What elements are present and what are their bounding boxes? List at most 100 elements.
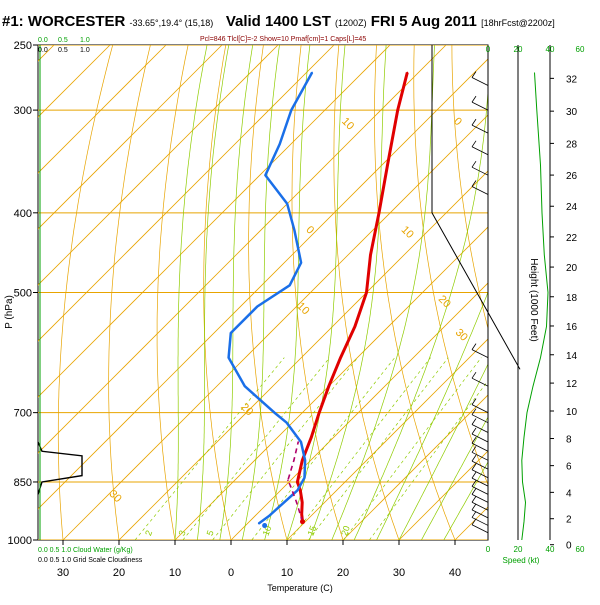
- dewpoint-point: [286, 203, 288, 205]
- surface-temperature-marker: [300, 519, 305, 524]
- wind-speed-bottom-label: 40: [546, 545, 555, 554]
- height-tick-label: 4: [566, 488, 572, 499]
- height-tick-label: 24: [566, 202, 578, 213]
- dewpoint-point: [294, 229, 296, 231]
- dry-adiabat-line: [490, 45, 600, 540]
- dewpoint-point: [290, 109, 292, 111]
- wind-speed-top-label: 0: [486, 45, 491, 54]
- station-coords: -33.65°,19.4° (15,18): [130, 18, 214, 28]
- temperature-point: [397, 109, 399, 111]
- height-tick-label: 8: [566, 435, 572, 446]
- x-axis-label: Temperature (C): [267, 583, 333, 593]
- isotherm-line: [511, 45, 600, 540]
- dewpoint-point: [228, 357, 230, 359]
- dewpoint-point: [274, 412, 276, 414]
- temperature-tick-label: 10: [281, 567, 293, 579]
- forecast-hour: [18hrFcst@2200z]: [481, 18, 555, 28]
- temperature-point: [300, 489, 302, 491]
- temperature-point: [301, 502, 303, 504]
- temperature-point: [328, 385, 330, 387]
- pressure-tick-label: 300: [14, 105, 32, 117]
- dewpoint-point: [265, 174, 267, 176]
- height-tick-label: 0: [566, 541, 572, 552]
- height-tick-label: 28: [566, 139, 578, 150]
- temperature-point: [370, 254, 372, 256]
- temperature-point: [354, 326, 356, 328]
- temperature-tick-label: 0: [228, 567, 234, 579]
- pressure-tick-label: 850: [14, 477, 32, 489]
- dewpoint-point: [244, 385, 246, 387]
- height-tick-label: 22: [566, 233, 578, 244]
- height-tick-label: 26: [566, 171, 578, 182]
- pressure-tick-label: 500: [14, 288, 32, 300]
- temperature-tick-label: 10: [169, 567, 181, 579]
- dewpoint-point: [300, 441, 302, 443]
- utc-time: (1200Z): [335, 18, 367, 28]
- wind-speed-top-label: 40: [546, 45, 555, 54]
- dewpoint-point: [256, 306, 258, 308]
- height-tick-label: 2: [566, 515, 572, 526]
- wind-speed-bottom-label: 60: [576, 545, 585, 554]
- temperature-tick-label: 30: [393, 567, 405, 579]
- surface-dewpoint-marker: [262, 523, 267, 528]
- temperature-point: [301, 460, 303, 462]
- speed-axis-label: Speed (kt): [503, 556, 540, 565]
- dewpoint-point: [279, 143, 281, 145]
- y-axis-label: P (hPa): [4, 295, 15, 329]
- height-tick-label: 10: [566, 407, 578, 418]
- chart-title: #1: WORCESTER -33.65°,19.4° (15,18) Vali…: [2, 13, 555, 30]
- wind-speed-top-label: 20: [514, 45, 523, 54]
- dewpoint-point: [289, 284, 291, 286]
- temperature-point: [340, 357, 342, 359]
- dewpoint-point: [297, 489, 299, 491]
- parcel-point: [296, 502, 298, 504]
- parcel-point: [287, 479, 289, 481]
- dewpoint-point: [300, 262, 302, 264]
- cloud-scale-label: 0.5: [58, 47, 68, 54]
- wind-speed-bottom-label: 20: [514, 545, 523, 554]
- dewpoint-point: [258, 523, 260, 525]
- height-tick-label: 18: [566, 293, 578, 304]
- temperature-tick-label: 20: [113, 567, 125, 579]
- temperature-point: [301, 513, 303, 515]
- height-tick-label: 20: [566, 263, 578, 274]
- stability-indices: Pcl=846 Tlcl[C]=-2 Show=10 Pmaf[cm]=1 Ca…: [200, 36, 366, 43]
- temperature-point: [387, 164, 389, 166]
- cloud-water-scale-label: 0.0: [38, 37, 48, 44]
- height-tick-label: 6: [566, 462, 572, 473]
- dewpoint-point: [304, 460, 306, 462]
- cloud-water-scale-label: 1.0: [80, 37, 90, 44]
- valid-time: Valid 1400 LST: [226, 13, 331, 30]
- height-tick-label: 12: [566, 379, 578, 390]
- height-tick-label: 30: [566, 107, 578, 118]
- cloud-water-scale-label: 0.5: [58, 37, 68, 44]
- valid-date: FRI 5 Aug 2011: [371, 13, 477, 30]
- temperature-tick-label: 30: [57, 567, 69, 579]
- wind-speed-top-label: 60: [576, 45, 585, 54]
- dewpoint-point: [230, 332, 232, 334]
- temperature-point: [378, 212, 380, 214]
- temperature-point: [407, 72, 409, 74]
- temperature-point: [311, 436, 313, 438]
- cloud-water-label: 0.0 0.5 1.0 Cloud Water (g/Kg): [38, 547, 133, 554]
- parcel-point: [293, 460, 295, 462]
- dewpoint-point: [311, 72, 313, 74]
- parcel-point: [297, 441, 299, 443]
- dewpoint-point: [286, 422, 288, 424]
- pressure-tick-label: 400: [14, 208, 32, 220]
- pressure-tick-label: 1000: [8, 535, 32, 547]
- cloud-scale-label: 1.0: [80, 47, 90, 54]
- wind-speed-bottom-label: 0: [486, 545, 491, 554]
- pressure-tick-label: 250: [14, 40, 32, 52]
- height-tick-label: 16: [566, 322, 578, 333]
- temperature-tick-label: 40: [449, 567, 461, 579]
- height-tick-label: 14: [566, 351, 578, 362]
- height-axis-label: Height (1000 Feet): [528, 258, 539, 341]
- height-tick-label: 32: [566, 74, 578, 85]
- temperature-point: [366, 292, 368, 294]
- cloud-scale-label: 0.0: [38, 47, 48, 54]
- parcel-point: [290, 485, 292, 487]
- temperature-point: [297, 481, 299, 483]
- dewpoint-point: [268, 515, 270, 517]
